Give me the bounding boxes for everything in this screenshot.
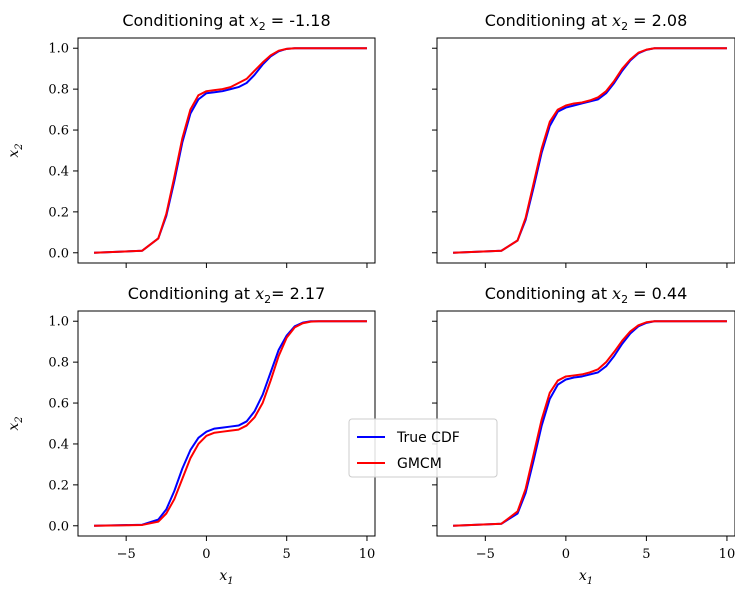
title-value: = 2.08 — [628, 11, 687, 30]
title-var: x — [612, 11, 621, 30]
y-tick-label: 0.8 — [48, 356, 69, 371]
legend-label: True CDF — [396, 430, 460, 446]
axes-frame — [77, 310, 376, 537]
title-text: Conditioning at — [128, 284, 255, 303]
x-tick-label: 5 — [283, 547, 291, 562]
series-line-true-cdf — [94, 320, 367, 527]
x-tick-label: 10 — [359, 547, 376, 562]
title-sub: 2 — [259, 20, 266, 33]
y-tick-label: 1.0 — [48, 315, 69, 330]
title-var: x — [255, 284, 264, 303]
series-line-gmcm — [453, 320, 727, 527]
axes-frame — [77, 37, 376, 264]
title-var: x — [250, 11, 259, 30]
y-tick-label: 0.4 — [48, 164, 69, 179]
legend: True CDF GMCM — [348, 418, 498, 478]
y-tick-label: 1.0 — [48, 42, 69, 57]
y-axis-label: x2 — [6, 416, 25, 430]
y-tick-label: 0.2 — [48, 478, 69, 493]
x-axis-label: x1 — [579, 568, 593, 587]
title-text: Conditioning at — [485, 284, 612, 303]
panel-1: Conditioning at x2 = -1.18 0.0 0.2 0.4 0.6 0.… — [6, 11, 376, 268]
legend-label: GMCM — [397, 456, 442, 472]
series-line-true-cdf — [94, 47, 367, 254]
y-tick-label: 0.0 — [48, 519, 69, 534]
panel-4: Conditioning at x2 = 0.44 −5 0 5 10 x1 — [432, 284, 735, 587]
title-text: Conditioning at — [485, 11, 612, 30]
x-tick-label: 10 — [719, 547, 735, 562]
panel-2: Conditioning at x2 = 2.08 — [432, 11, 735, 268]
panel-title: Conditioning at x2 = 2.08 — [485, 11, 688, 33]
title-var: x — [612, 284, 621, 303]
y-tick-label: 0.6 — [48, 397, 69, 412]
panel-title: Conditioning at x2 = 0.44 — [485, 284, 688, 306]
y-tick-label: 0.8 — [48, 83, 69, 98]
y-tick-label: 0.0 — [48, 246, 69, 261]
panel-title: Conditioning at x2= 2.17 — [128, 284, 326, 306]
series-line-gmcm — [94, 320, 367, 527]
x-axis-label: x1 — [219, 568, 233, 587]
y-tick-label: 0.6 — [48, 124, 69, 139]
panel-3: Conditioning at x2= 2.17−5 0 5 100.00.20.40… — [6, 284, 376, 587]
title-value: = -1.18 — [266, 11, 331, 30]
x-tick-label: 0 — [562, 547, 570, 562]
title-value: = 2.17 — [271, 284, 325, 303]
series-line-gmcm — [94, 47, 367, 254]
y-tick-label: 0.2 — [48, 205, 69, 220]
x-tick-label: 0 — [202, 547, 210, 562]
title-sub: 2 — [621, 20, 628, 33]
x-tick-label: 5 — [642, 547, 650, 562]
title-text: Conditioning at — [122, 11, 249, 30]
x-tick-label: −5 — [117, 547, 136, 562]
legend-box — [348, 418, 498, 478]
y-axis-label: x2 — [6, 143, 25, 157]
title-sub: 2 — [621, 293, 628, 306]
series-line-true-cdf — [453, 47, 727, 254]
axes-frame — [436, 37, 735, 264]
x-tick-label: −5 — [476, 547, 495, 562]
title-sub: 2 — [264, 293, 271, 306]
y-tick-label: 0.4 — [48, 437, 69, 452]
title-value: = 0.44 — [628, 284, 687, 303]
panel-title: Conditioning at x2 = -1.18 — [122, 11, 330, 33]
series-line-gmcm — [453, 47, 727, 254]
